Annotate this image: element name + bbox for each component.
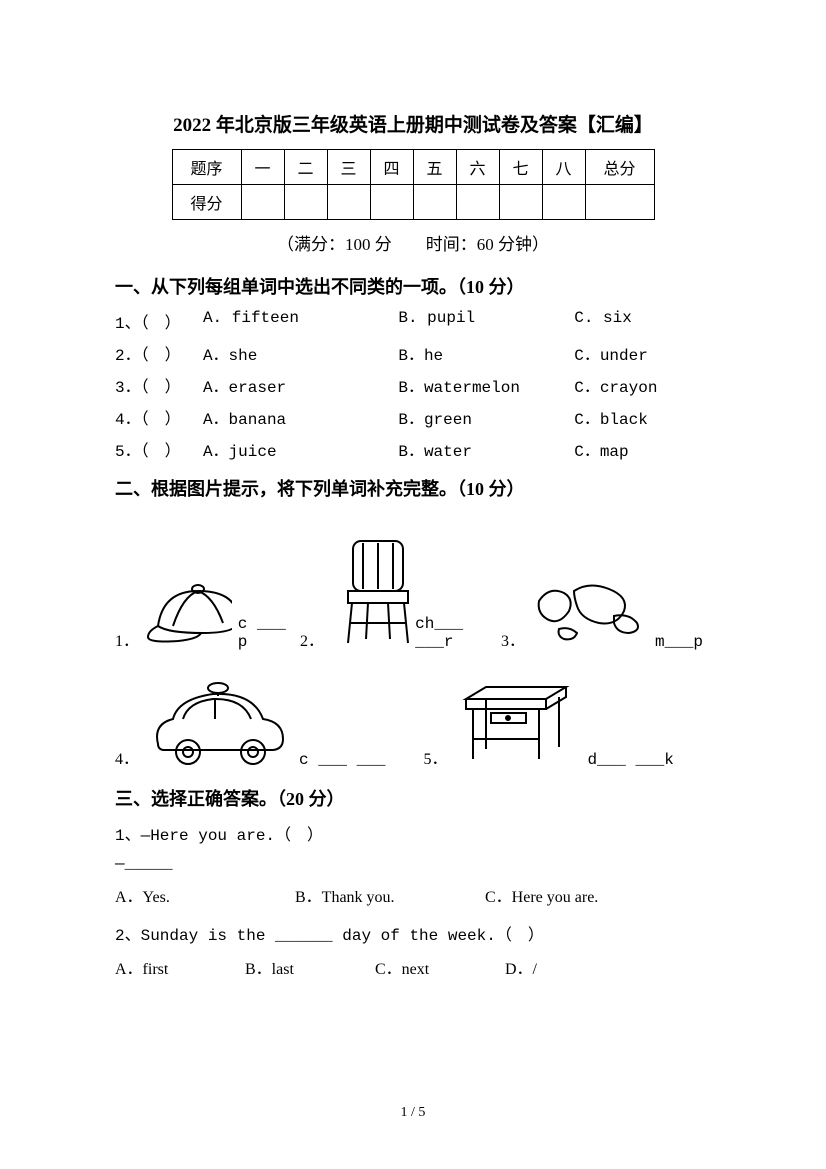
table-row: 得分 [172, 185, 654, 220]
fill-word: c ___ p [238, 615, 292, 651]
option-a: A．juice [203, 437, 398, 461]
q3-prompt: 1、—Here you are.（ ） [115, 821, 711, 845]
page-footer: 1 / 5 [0, 1105, 826, 1121]
option-c: C．map [574, 437, 711, 461]
fill-word: ch___ ___r [415, 615, 493, 651]
section3-heading: 三、选择正确答案。（20 分） [115, 785, 711, 811]
chair-icon [328, 531, 409, 651]
fill-word: c ___ ___ [299, 751, 385, 769]
score-cell [585, 185, 654, 220]
q-number: 3． [501, 627, 525, 651]
option-c: C．black [574, 405, 711, 429]
option-b: B．water [398, 437, 574, 461]
section2-heading: 二、根据图片提示，将下列单词补充完整。（10 分） [115, 475, 711, 501]
score-cell [413, 185, 456, 220]
list-item: 5．（ ） A．juice B．water C．map [115, 437, 711, 461]
option-b: B．last [245, 955, 375, 979]
exam-page: 2022 年北京版三年级英语上册期中测试卷及答案【汇编】 题序 一 二 三 四 … [0, 0, 826, 1169]
car-icon [143, 674, 293, 769]
q-number: 2． [300, 627, 324, 651]
col-head: 五 [413, 150, 456, 185]
score-cell [499, 185, 542, 220]
col-head: 四 [370, 150, 413, 185]
score-cell [370, 185, 413, 220]
option-a: A．first [115, 955, 245, 979]
picture-item: 1． c ___ p [115, 571, 300, 651]
q-number: 1、（ ） [115, 309, 203, 333]
option-a: A．eraser [203, 373, 398, 397]
col-head: 八 [542, 150, 585, 185]
option-a: A．she [203, 341, 398, 365]
col-head: 六 [456, 150, 499, 185]
col-total: 总分 [585, 150, 654, 185]
option-c: C．next [375, 955, 505, 979]
score-cell [456, 185, 499, 220]
table-row: 题序 一 二 三 四 五 六 七 八 总分 [172, 150, 654, 185]
q-number: 4．（ ） [115, 405, 203, 429]
fill-word: d___ ___k [587, 751, 673, 769]
option-d: D．/ [505, 955, 605, 979]
row-label: 得分 [172, 185, 241, 220]
desk-icon [451, 669, 581, 769]
col-head: 一 [241, 150, 284, 185]
q-number: 3．（ ） [115, 373, 203, 397]
picture-item: 5． d___ ___k [423, 669, 681, 769]
score-cell [284, 185, 327, 220]
q-number: 2．（ ） [115, 341, 203, 365]
option-b: B．watermelon [398, 373, 574, 397]
q3-options: A．Yes. B．Thank you. C．Here you are. [115, 883, 711, 907]
q-number: 5． [423, 745, 447, 769]
list-item: 4．（ ） A．banana B．green C．black [115, 405, 711, 429]
section1-heading: 一、从下列每组单词中选出不同类的一项。（10 分） [115, 273, 711, 299]
page-title: 2022 年北京版三年级英语上册期中测试卷及答案【汇编】 [115, 110, 711, 137]
option-c: C. six [574, 309, 711, 333]
q-number: 1． [115, 627, 139, 651]
picture-row: 4． c ___ ___ 5． [115, 669, 711, 769]
score-table: 题序 一 二 三 四 五 六 七 八 总分 得分 [172, 149, 655, 220]
option-b: B. pupil [398, 309, 574, 333]
col-head: 二 [284, 150, 327, 185]
option-b: B．green [398, 405, 574, 429]
option-b: B．Thank you. [295, 883, 485, 907]
list-item: 2．（ ） A．she B．he C．under [115, 341, 711, 365]
q3-options: A．first B．last C．next D．/ [115, 955, 711, 979]
score-cell [327, 185, 370, 220]
col-head: 三 [327, 150, 370, 185]
score-cell [241, 185, 284, 220]
picture-item: 3． m___p [501, 571, 711, 651]
option-c: C．crayon [574, 373, 711, 397]
q-number: 4． [115, 745, 139, 769]
score-cell [542, 185, 585, 220]
map-icon [529, 571, 649, 651]
option-a: A．Yes. [115, 883, 295, 907]
row-label: 题序 [172, 150, 241, 185]
col-head: 七 [499, 150, 542, 185]
list-item: 3．（ ） A．eraser B．watermelon C．crayon [115, 373, 711, 397]
picture-row: 1． c ___ p 2． [115, 531, 711, 651]
picture-item: 4． c ___ ___ [115, 674, 393, 769]
option-b: B．he [398, 341, 574, 365]
option-a: A. fifteen [203, 309, 398, 333]
picture-item: 2． ch___ ___r [300, 531, 501, 651]
list-item: 1、（ ） A. fifteen B. pupil C. six [115, 309, 711, 333]
cap-icon [143, 571, 232, 651]
fill-word: m___p [655, 633, 703, 651]
meta-line: （满分：100 分 时间：60 分钟） [115, 230, 711, 255]
option-c: C．Here you are. [485, 883, 655, 907]
q-number: 5．（ ） [115, 437, 203, 461]
q3-dash: —_____ [115, 855, 711, 873]
q3-prompt: 2、Sunday is the ______ day of the week.（… [115, 921, 711, 945]
option-a: A．banana [203, 405, 398, 429]
option-c: C．under [574, 341, 711, 365]
